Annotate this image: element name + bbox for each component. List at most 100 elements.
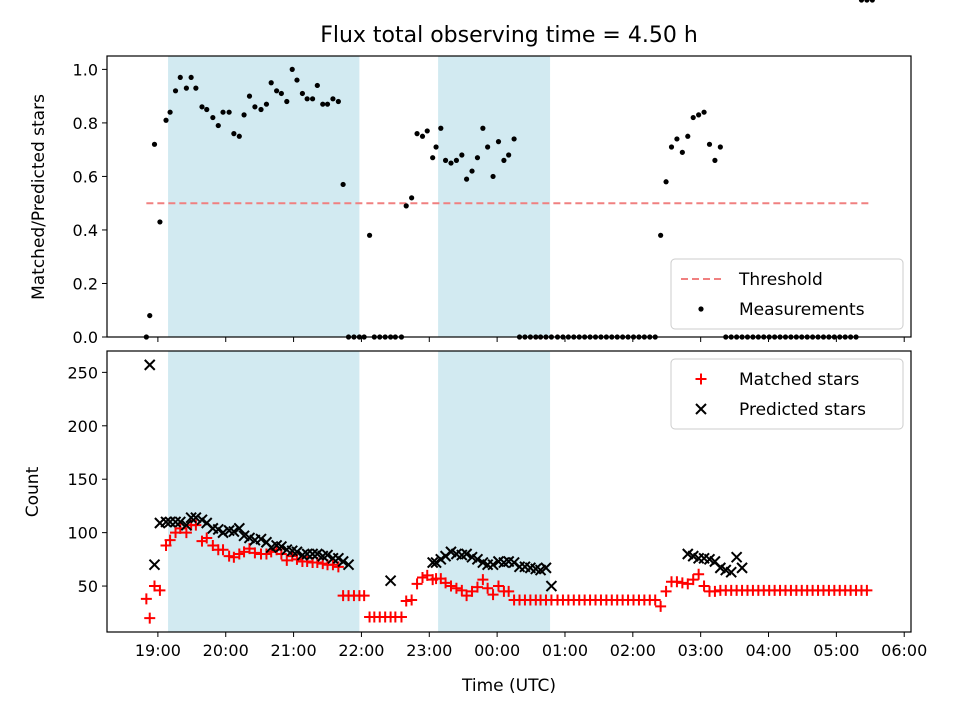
predicted-star-point [471,553,484,566]
matched-star-point [450,582,462,594]
y-tick-label: 0.2 [73,274,98,293]
observing-window-band [168,351,360,632]
measurement-point [183,85,189,91]
measurement-point [696,112,702,118]
measurement-point [658,232,664,238]
measurement-point [453,157,460,163]
measurement-point [459,152,465,158]
predicted-star-point [228,525,240,538]
measurement-point [501,157,507,163]
matched-star-point [671,576,683,588]
matched-star-point [358,590,370,602]
x-tick-label: 20:00 [203,641,249,660]
y-tick-label: 200 [67,417,98,436]
count-x-ticks: 19:00 20:00 21:00 22:00 23:00 00:00 01:00 02:00… [135,632,927,660]
observing-window-band [438,351,551,632]
x-tick-label: 04:00 [745,641,791,660]
matched-star-point [140,593,152,605]
measurement-point [258,106,264,113]
measurement-point [511,136,517,142]
measurement-point [480,125,486,131]
measurement-point [712,157,718,163]
x-tick-label: 22:00 [338,641,384,660]
count-series [141,360,873,624]
ratio-y-axis-label: Matched/Predicted stars [29,94,49,300]
matched-star-point [416,572,428,584]
measurement-point [463,176,470,182]
matched-star-point [503,585,515,597]
predicted-star-point [321,549,334,561]
measurement-point [335,98,341,105]
x-tick-label: 06:00 [881,641,927,660]
matched-star-point [445,580,457,592]
measurement-point [294,77,300,83]
measurement-point [858,0,865,3]
predicted-star-point [342,558,355,571]
predicted-star-point [487,558,499,571]
measurement-point [226,109,232,115]
matched-star-point [223,550,235,562]
measurement-point [869,0,875,3]
legend-label: Predicted stars [739,400,866,420]
measurement-point [252,104,258,110]
predicted-star-point [148,558,161,571]
measurement-point [199,104,205,110]
count-panel: 50 100 150 200 250 19:00 20:00 21:00 22:00 23:00… [23,351,927,660]
x-axis-label: Time (UTC) [461,676,556,696]
measurement-point [668,144,675,150]
x-tick-label: 02:00 [610,641,656,660]
measurement-point [147,312,153,319]
measurement-point [424,128,430,134]
measurement-point [284,98,290,105]
predicted-star-point [460,548,473,560]
measurement-point [403,203,409,209]
legend-label: Matched stars [739,370,859,390]
matched-star-point [411,578,423,590]
y-tick-label: 250 [67,363,98,382]
matched-star-point [709,585,721,597]
matched-star-point [217,544,229,556]
measurement-point [485,144,491,150]
measurement-point [193,85,199,91]
ratio-legend: Threshold Measurements [670,258,904,330]
y-tick-label: 0.0 [73,328,98,347]
legend-matched-swatch [695,373,707,385]
matched-star-point [655,600,667,612]
predicted-star-point [337,555,349,568]
ratio-panel: 0.0 0.2 0.4 0.6 0.8 1.0 Matched/Predicted sta… [29,0,912,347]
y-tick-label: 0.4 [73,221,98,240]
measurement-point [289,66,295,72]
y-tick-label: 0.8 [73,114,98,133]
predicted-star-point [291,546,303,558]
matched-star-point [233,548,245,560]
predicted-star-point [725,566,737,578]
y-tick-label: 150 [67,470,98,489]
measurement-point [172,88,179,94]
x-tick-label: 01:00 [542,641,588,660]
matched-star-point [144,612,156,624]
matched-star-point [698,580,710,592]
predicted-star-point [540,562,552,574]
matched-star-point [492,580,504,592]
matched-star-point [332,561,344,573]
x-tick-label: 05:00 [813,641,859,660]
measurement-point [304,96,310,102]
count-y-ticks: 50 100 150 200 250 [67,363,107,596]
matched-star-point [649,594,661,606]
legend-label: Measurements [739,300,865,320]
measurement-point [314,82,320,89]
chart-title: Flux total observing time = 4.50 h [320,23,698,48]
x-tick-label: 00:00 [474,641,520,660]
predicted-star-point [160,516,172,528]
measurement-point [864,0,870,3]
predicted-star-point [174,516,186,528]
measurement-point [274,88,280,94]
observing-window-shading [168,56,551,337]
measurement-point [330,96,336,102]
legend-label: Threshold [738,270,823,290]
ratio-x-ticks [157,337,905,342]
x-tick-label: 23:00 [406,641,452,660]
predicted-star-point [217,526,229,539]
observing-window-band [438,56,551,337]
matched-star-point [487,589,499,601]
